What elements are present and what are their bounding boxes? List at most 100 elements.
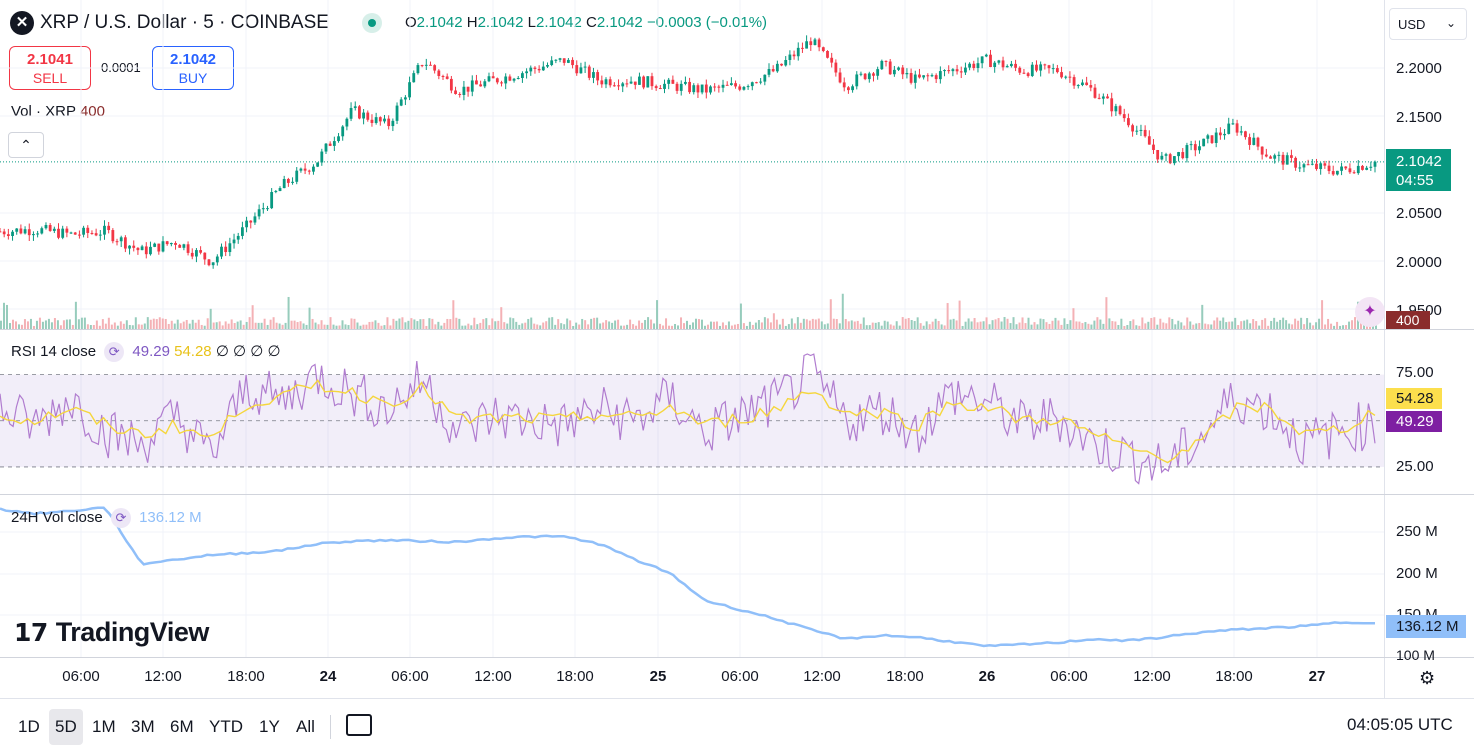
range-button-3m[interactable]: 3M	[131, 717, 155, 736]
ohlc-legend: O2.1042 H2.1042 L2.1042 C2.1042 −0.0003 …	[405, 14, 767, 31]
candle-body	[968, 63, 972, 68]
calendar-icon[interactable]	[346, 714, 372, 736]
pane-separator[interactable]	[0, 329, 1474, 330]
collapse-legend-button[interactable]: ⌃	[8, 132, 44, 158]
time-axis-label: 25	[649, 668, 667, 685]
vol24-legend[interactable]: 24H Vol close ⟳ 136.12 M	[11, 508, 202, 528]
candle-body	[650, 76, 654, 87]
range-button-1m[interactable]: 1M	[92, 717, 116, 736]
chart-canvas[interactable]	[0, 0, 1384, 698]
volume-bar	[578, 324, 581, 329]
candle-body	[1344, 166, 1348, 169]
candle-body	[236, 235, 240, 240]
candle-body	[1214, 132, 1218, 143]
candle-body	[1361, 165, 1364, 170]
volume-bar	[683, 323, 686, 329]
volume-bar	[700, 319, 703, 329]
candle-body	[1327, 165, 1331, 172]
volume-bar	[464, 325, 467, 329]
volume-bar	[272, 317, 275, 329]
candle-body	[174, 242, 177, 245]
volume-bar	[281, 324, 284, 329]
volume-bar	[1258, 325, 1261, 329]
time-axis-label: 18:00	[886, 668, 924, 685]
candle-body	[207, 259, 211, 266]
candle-body	[938, 71, 942, 80]
volume-bar	[838, 323, 841, 329]
volume-bar	[98, 325, 101, 329]
volume-bar	[1132, 319, 1135, 329]
volume-bar	[341, 320, 344, 329]
range-button-1y[interactable]: 1Y	[259, 717, 280, 736]
volume-bar	[8, 323, 11, 329]
range-button-ytd[interactable]: YTD	[209, 717, 243, 736]
candle-body	[487, 76, 491, 82]
volume-bar	[856, 320, 859, 329]
volume-bar	[530, 317, 533, 329]
volume-bar	[793, 323, 796, 329]
symbol-title[interactable]: XRP / U.S. Dollar · 5 · COINBASE	[40, 12, 329, 33]
volume-bar	[1153, 317, 1156, 329]
volume-bar	[1351, 320, 1354, 329]
volume-bar	[733, 324, 736, 329]
volume-bar	[443, 322, 446, 329]
ai-spark-icon[interactable]: ✦	[1355, 297, 1385, 327]
range-button-5d[interactable]: 5D	[49, 709, 83, 745]
range-button-all[interactable]: All	[296, 717, 315, 736]
candle-body	[767, 69, 771, 75]
volume-bar	[826, 323, 829, 329]
volume-bar	[455, 317, 458, 329]
volume-bar	[769, 322, 772, 329]
volume-bar	[164, 318, 167, 329]
volume-bar	[95, 320, 98, 329]
volume-bar	[1054, 317, 1057, 329]
candle-body	[1185, 145, 1189, 159]
candle-body	[1139, 129, 1143, 131]
refresh-icon[interactable]: ⟳	[110, 508, 131, 528]
pane-separator[interactable]	[0, 494, 1474, 495]
candle-body	[1060, 72, 1063, 78]
candle-body	[249, 220, 253, 223]
candle-body	[1131, 125, 1134, 132]
volume-bar	[35, 320, 38, 329]
volume-bar	[425, 325, 428, 329]
volume-bar	[865, 325, 868, 329]
currency-select[interactable]: USD ⌄	[1389, 8, 1467, 40]
candle-body	[541, 66, 545, 71]
volume-bar	[395, 320, 398, 329]
candle-body	[1177, 152, 1180, 157]
volume-bar	[1018, 322, 1021, 329]
utc-clock[interactable]: 04:05:05 UTC	[1347, 715, 1453, 734]
volume-bar	[730, 325, 733, 329]
tradingview-logo[interactable]: 𝟭𝟳 TradingView	[14, 617, 209, 648]
time-axis-label: 06:00	[721, 668, 759, 685]
candle-body	[383, 118, 386, 122]
volume-bar	[545, 321, 548, 329]
rsi-legend[interactable]: RSI 14 close ⟳ 49.29 54.28 ∅ ∅ ∅ ∅	[11, 342, 281, 363]
candle-body	[1181, 152, 1185, 159]
volume-bar	[913, 321, 916, 329]
range-button-6m[interactable]: 6M	[170, 717, 194, 736]
candle-body	[658, 88, 662, 90]
volume-bar	[611, 322, 614, 329]
volume-bar	[1189, 321, 1192, 329]
volume-bar	[287, 296, 290, 329]
rsi-value: 49.29	[132, 343, 170, 360]
volume-bar	[1174, 324, 1177, 329]
sell-button[interactable]: 2.1041 SELL	[9, 46, 91, 90]
market-status-icon[interactable]	[362, 13, 382, 33]
volume-bar	[754, 322, 757, 329]
time-axis[interactable]: 06:00 12:00 18:00 24 06:00 12:00 18:00 2…	[0, 668, 1384, 690]
range-button-1d[interactable]: 1D	[18, 717, 40, 736]
refresh-icon[interactable]: ⟳	[104, 342, 125, 363]
volume-bar	[305, 324, 308, 329]
volume-bar	[1222, 317, 1225, 329]
settings-gear-icon[interactable]: ⚙	[1419, 668, 1436, 688]
volume-bar	[233, 323, 236, 329]
volume-bar	[1213, 320, 1216, 329]
candle-body	[1206, 135, 1210, 139]
volume-bar	[1324, 324, 1327, 329]
volume-bar	[449, 319, 452, 329]
volume-bar	[772, 313, 775, 329]
volume-bar	[242, 324, 245, 329]
